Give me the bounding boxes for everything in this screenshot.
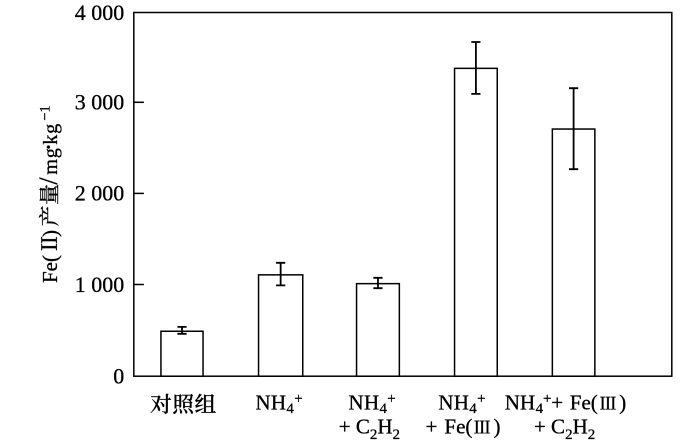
- svg-text:mg: mg: [40, 147, 62, 174]
- svg-text:4 000: 4 000: [75, 0, 125, 25]
- svg-text:3 000: 3 000: [75, 90, 125, 115]
- svg-text:Fe(: Fe(: [444, 414, 472, 438]
- svg-text:−1: −1: [37, 105, 53, 120]
- svg-text:NH: NH: [505, 391, 535, 415]
- svg-text:NH4+: NH4+: [255, 391, 303, 418]
- svg-text:·: ·: [34, 143, 63, 152]
- svg-text:): ): [38, 230, 62, 237]
- svg-text:NH4+: NH4+: [438, 391, 486, 418]
- svg-text:+: +: [551, 391, 563, 415]
- svg-text:Fe(: Fe(: [570, 391, 598, 415]
- svg-text:1 000: 1 000: [75, 272, 125, 297]
- svg-text:): ): [619, 391, 626, 415]
- svg-text:2 000: 2 000: [75, 181, 125, 206]
- svg-text:0: 0: [113, 364, 124, 389]
- svg-text:Fe(: Fe(: [38, 255, 62, 283]
- svg-text:4: 4: [536, 401, 544, 417]
- svg-text:kg: kg: [40, 123, 62, 145]
- svg-text:+: +: [426, 414, 438, 438]
- svg-text:/: /: [34, 177, 63, 185]
- svg-text:+ C2H2: + C2H2: [339, 414, 400, 443]
- svg-text:+: +: [543, 391, 551, 407]
- svg-text:): ): [494, 414, 501, 438]
